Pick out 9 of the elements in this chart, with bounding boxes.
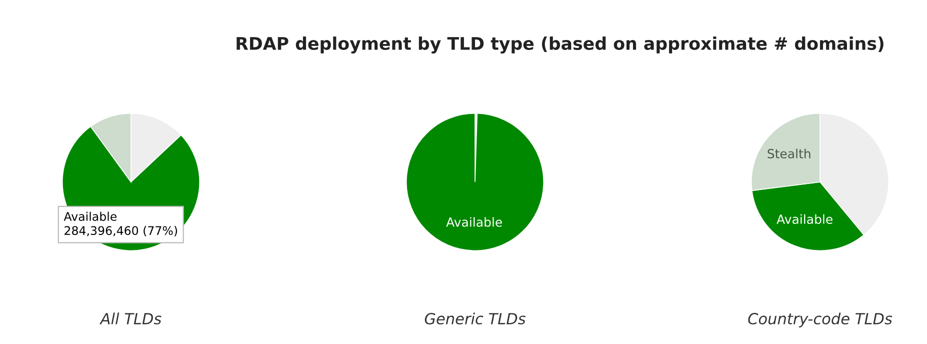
text: All TLDs <box>100 312 162 324</box>
text: Generic TLDs <box>424 312 526 324</box>
slice-label: Available <box>446 217 502 227</box>
text: RDAP deployment by TLD type (based on approximate # domains) <box>236 36 884 54</box>
slice-label: Available <box>64 212 117 221</box>
slice-label: Available <box>776 214 832 224</box>
slice-label: Stealth <box>768 148 810 158</box>
text: Country-code TLDs <box>748 312 892 328</box>
data-label: 284,396,460 (77%) <box>64 226 178 236</box>
